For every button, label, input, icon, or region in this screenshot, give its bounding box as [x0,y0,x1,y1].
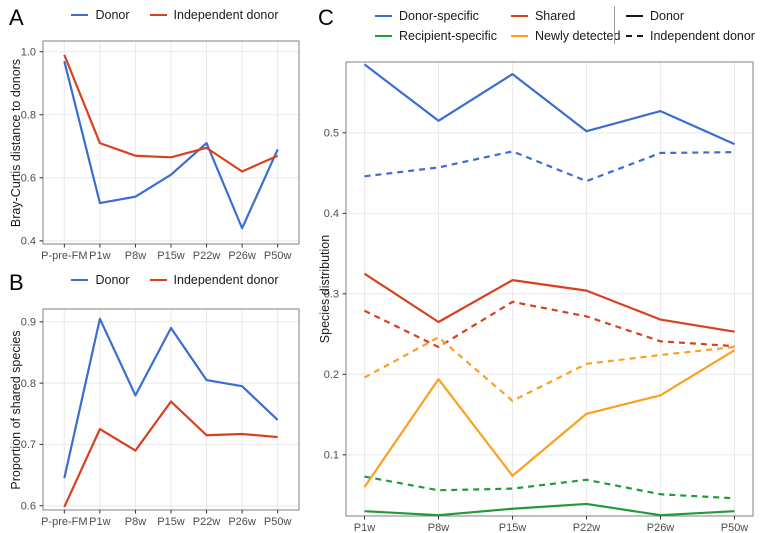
y-tick-label: 0.7 [21,439,36,451]
donor-specific-line-swatch [375,15,392,17]
legend-label-newly-detected: Newly detected [534,29,621,43]
legend-item-linetype-independent-donor: Independent donor [626,29,755,43]
newly-detected-line-swatch [510,35,528,37]
independent-donor-line-swatch [149,279,167,281]
x-tick-label: P50w [264,250,292,262]
legend-divider [614,6,615,44]
donor-line-swatch [71,279,89,281]
series-line-shared-donor- [363,272,735,333]
donor-line-swatch [71,14,89,16]
x-tick-label: P1w [89,250,110,262]
x-tick-label: P22w [193,250,221,262]
legend-item-donor: Donor [71,273,130,287]
x-tick-label: P26w [228,516,256,528]
solid-line-swatch [626,15,643,17]
panel-c-linetype-legend: Donor Independent donor [626,7,755,45]
legend-item-shared: Shared [510,9,620,23]
panel-b-y-axis-title: Proportion of shared species [9,330,23,490]
series-line-independent-donor [63,54,279,173]
panel-a-legend: Donor Independent donor [45,8,305,22]
legend-label-recipient-specific: Recipient-specific [399,29,497,43]
y-tick-label: 0.8 [21,378,36,390]
panel-a-label: A [9,5,24,30]
y-tick-label: 0.4 [21,236,36,248]
legend-label-independent-donor: Independent donor [173,273,279,287]
y-tick-label: 0.6 [21,501,36,513]
y-tick-label: 0.3 [324,289,339,301]
x-tick-label: P-pre-FM [41,516,87,528]
plot-border [345,61,754,517]
series-line-shared-independent-donor- [364,300,735,349]
series-line-recipient-specific-independent-donor- [364,475,735,500]
y-tick-label: 0.1 [324,450,339,462]
y-tick-label: 0.6 [21,173,36,185]
panel-c-plot: 0.1 0.2 0.3 0.4 0.5 P1w P8w P15w P22w P26w P50w [324,61,754,533]
y-tick-label: 0.2 [324,369,339,381]
x-tick-label: P15w [499,522,527,533]
legend-label-donor: Donor [95,273,130,287]
panel-c-color-legend: Donor-specific Recipient-specific Shared… [375,7,620,45]
x-tick-label: P1w [89,516,110,528]
panel-b-label: B [9,270,24,295]
series-line-donor-specific-donor- [363,63,735,146]
x-tick-label: P8w [428,522,449,533]
legend-item-donor: Donor [71,8,130,22]
dashed-line-swatch [626,35,643,37]
legend-label-linetype-independent-donor: Independent donor [650,29,755,43]
y-tick-label: 1.0 [21,47,36,59]
y-tick-label: 0.8 [21,110,36,122]
legend-label-donor: Donor [95,8,130,22]
x-tick-label: P22w [193,516,221,528]
legend-label-donor-specific: Donor-specific [399,9,479,23]
independent-donor-line-swatch [149,14,167,16]
legend-item-donor-specific: Donor-specific [375,9,497,23]
x-tick-label: P50w [721,522,749,533]
series-line-newly-detected-independent-donor- [363,336,735,402]
recipient-specific-line-swatch [375,35,392,37]
series-line-donor [63,60,279,230]
legend-item-independent-donor: Independent donor [149,8,279,22]
legend-item-recipient-specific: Recipient-specific [375,29,497,43]
legend-item-linetype-donor: Donor [626,9,755,23]
series-line-recipient-specific-donor- [364,502,735,517]
x-tick-label: P26w [228,250,256,262]
x-tick-label: P15w [157,516,185,528]
legend-item-newly-detected: Newly detected [510,29,621,43]
series-line-donor-specific-independent-donor- [364,150,735,183]
x-tick-label: P26w [647,522,675,533]
panel-b-plot: 0.6 0.7 0.8 0.9 P-pre-FM P1w P8w P15w P22w P26w P5… [21,308,300,528]
x-tick-label: P22w [573,522,601,533]
y-tick-label: 0.4 [324,208,339,220]
legend-label-independent-donor: Independent donor [173,8,279,22]
x-tick-label: P50w [264,516,292,528]
y-tick-label: 0.5 [324,128,339,140]
legend-item-independent-donor: Independent donor [149,273,279,287]
panel-c-y-axis-title: Species distribution [318,234,332,344]
series-line-donor [63,317,279,479]
x-tick-label: P-pre-FM [41,250,87,262]
panel-a-y-axis-title: Bray-Curtis distance to donors [9,58,23,228]
series-line-newly-detected-donor- [363,349,736,488]
y-tick-label: 0.9 [21,317,36,329]
x-tick-label: P15w [157,250,185,262]
panel-b-legend: Donor Independent donor [45,273,305,287]
legend-label-linetype-donor: Donor [650,9,685,23]
legend-label-shared: Shared [534,9,576,23]
panel-c-label: C [318,5,334,30]
x-tick-label: P1w [354,522,375,533]
x-tick-label: P8w [125,250,146,262]
x-tick-label: P8w [125,516,146,528]
shared-line-swatch [510,15,528,17]
panel-a-plot: 0.4 0.6 0.8 1.0 P-pre-FM P1w P8w P15w P22w P26w P5… [21,40,300,262]
series-line-independent-donor [63,400,278,508]
